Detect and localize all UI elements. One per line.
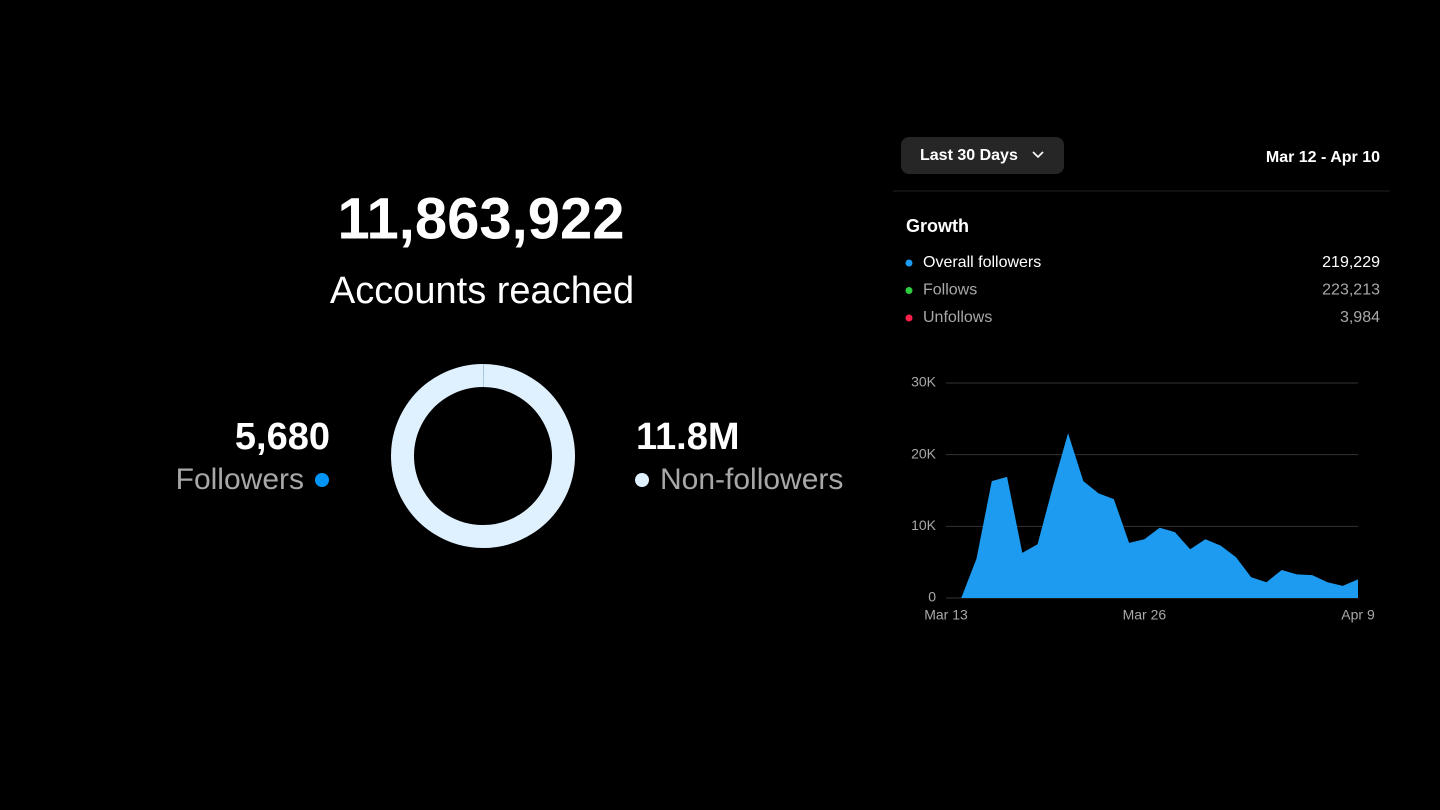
area <box>946 433 1358 598</box>
reach-label: Accounts reached <box>330 270 634 312</box>
y-tick-label: 10K <box>911 517 937 533</box>
followers-value: 5,680 <box>235 416 330 458</box>
growth-name: Overall followers <box>923 254 1041 271</box>
range-button-label[interactable]: Last 30 Days <box>920 147 1018 164</box>
x-tick-label: Apr 9 <box>1341 607 1375 623</box>
growth-value: 223,213 <box>1322 282 1380 299</box>
y-tick-label: 0 <box>928 589 936 605</box>
date-range: Mar 12 - Apr 10 <box>1266 149 1380 166</box>
growth-value: 219,229 <box>1322 254 1380 271</box>
growth-title: Growth <box>906 216 969 236</box>
legend-dot <box>905 259 913 267</box>
x-tick-label: Mar 26 <box>1123 607 1167 623</box>
legend-dot <box>315 473 329 487</box>
y-tick-label: 30K <box>911 374 937 390</box>
non-followers-value: 11.8M <box>636 416 740 458</box>
growth-value: 3,984 <box>1340 309 1380 326</box>
growth-name: Follows <box>923 282 977 299</box>
legend-dot <box>635 473 649 487</box>
non-followers-label: Non-followers <box>660 463 843 496</box>
legend-dot <box>905 287 913 294</box>
reach-total: 11,863,922 <box>337 186 624 251</box>
y-tick-label: 20K <box>911 445 937 461</box>
legend-dot <box>905 314 913 322</box>
growth-name: Unfollows <box>923 309 992 326</box>
followers-label: Followers <box>176 463 304 496</box>
donut-slice <box>391 364 576 548</box>
x-tick-label: Mar 13 <box>924 607 968 623</box>
range-button[interactable] <box>901 137 1064 174</box>
chevron[interactable] <box>1032 151 1044 159</box>
